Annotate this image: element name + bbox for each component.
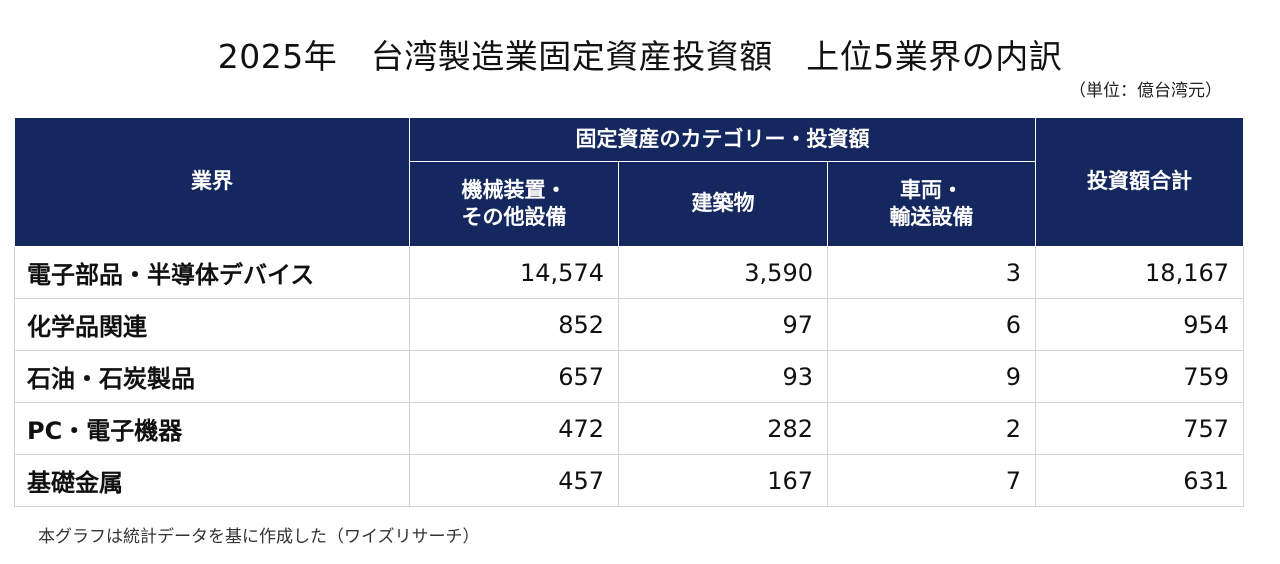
table-row: 基礎金属 457 167 7 631	[14, 454, 1245, 507]
cell-vehicles: 9	[826, 350, 1037, 403]
cell-vehicles: 6	[826, 298, 1037, 351]
cell-machinery: 852	[409, 298, 619, 351]
cell-total: 954	[1035, 298, 1245, 351]
cell-industry: PC・電子機器	[14, 402, 410, 455]
cell-machinery: 457	[409, 454, 619, 507]
header-machinery: 機械装置・ その他設備	[409, 161, 619, 247]
cell-machinery: 657	[409, 350, 619, 403]
cell-industry: 電子部品・半導体デバイス	[14, 246, 410, 299]
cell-buildings: 282	[618, 402, 828, 455]
table-row: 電子部品・半導体デバイス 14,574 3,590 3 18,167	[14, 246, 1245, 299]
table-row: 化学品関連 852 97 6 954	[14, 298, 1245, 351]
cell-buildings: 3,590	[618, 246, 828, 299]
header-industry: 業界	[14, 117, 410, 247]
header-category-group: 固定資産のカテゴリー・投資額	[408, 117, 1037, 162]
unit-note: （単位：億台湾元）	[1069, 81, 1222, 101]
header-vehicles-line2: 輸送設備	[889, 205, 974, 229]
header-total: 投資額合計	[1035, 117, 1245, 247]
cell-buildings: 97	[618, 298, 828, 351]
cell-industry: 基礎金属	[14, 454, 410, 507]
cell-total: 759	[1035, 350, 1245, 403]
header-buildings: 建築物	[618, 161, 828, 247]
investment-table: 業界 固定資産のカテゴリー・投資額 投資額合計 機械装置・ その他設備 建築物 …	[14, 117, 1245, 507]
cell-vehicles: 3	[826, 246, 1037, 299]
page-title: 2025年 台湾製造業固定資産投資額 上位5業界の内訳	[217, 37, 1063, 76]
cell-industry: 石油・石炭製品	[14, 350, 410, 403]
cell-total: 757	[1035, 402, 1245, 455]
header-machinery-line2: その他設備	[461, 205, 567, 229]
cell-machinery: 14,574	[409, 246, 619, 299]
table-row: 石油・石炭製品 657 93 9 759	[14, 350, 1245, 403]
cell-buildings: 93	[618, 350, 828, 403]
header-vehicles: 車両・ 輸送設備	[826, 161, 1037, 247]
cell-total: 631	[1035, 454, 1245, 507]
cell-vehicles: 7	[826, 454, 1037, 507]
cell-industry: 化学品関連	[14, 298, 410, 351]
cell-machinery: 472	[409, 402, 619, 455]
cell-total: 18,167	[1035, 246, 1245, 299]
table-row: PC・電子機器 472 282 2 757	[14, 402, 1245, 455]
source-footnote: 本グラフは統計データを基に作成した（ワイズリサーチ）	[38, 527, 480, 547]
header-machinery-line1: 機械装置・	[461, 177, 567, 202]
cell-vehicles: 2	[826, 402, 1037, 455]
cell-buildings: 167	[618, 454, 828, 507]
header-vehicles-line1: 車両・	[900, 177, 963, 202]
